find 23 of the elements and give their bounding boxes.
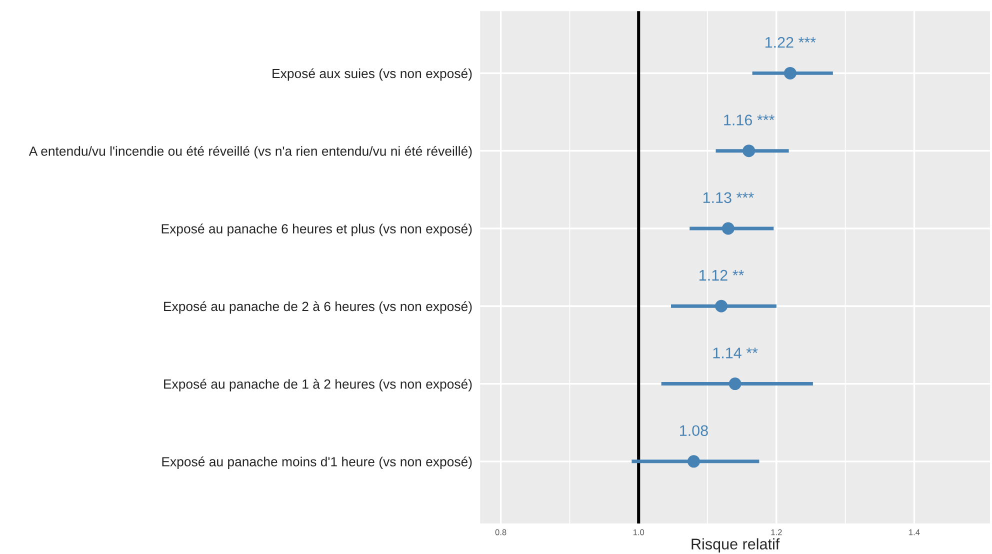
x-tick-label: 0.8	[495, 529, 506, 536]
x-tick-label: 1.2	[771, 529, 782, 536]
point	[784, 66, 796, 80]
point	[722, 222, 734, 235]
data-label: 1.12 **	[700, 270, 744, 281]
x-tick-label: 1.0	[633, 529, 644, 536]
data-label: 1.13 ***	[703, 192, 754, 204]
x-tick-label: 1.4	[909, 529, 920, 536]
y-tick-label: Exposé aux suies (vs non exposé)	[272, 68, 472, 81]
point	[715, 300, 728, 312]
point	[742, 144, 756, 158]
point	[687, 455, 700, 468]
y-tick-label: Exposé au panache de 1 à 2 heures (vs non exposé)	[164, 378, 472, 392]
y-tick-label: A entendu/vu l'incendie ou été réveillé (vs n'a rien entendu/vu ni été réveillé)	[28, 146, 472, 158]
y-tick-label: Exposé au panache de 2 à 6 heures (vs non exposé)	[164, 301, 472, 314]
data-label: 1.08	[680, 425, 708, 436]
data-label: 1.22 ***	[765, 36, 816, 48]
y-tick-label: Exposé au panache 6 heures et plus (vs non exposé)	[162, 224, 472, 236]
point	[728, 378, 742, 390]
data-label: 1.16 ***	[724, 114, 775, 126]
data-label: 1.14 **	[713, 348, 758, 358]
y-tick-label: Exposé au panache moins d'1 heure (vs non exposé)	[162, 456, 472, 470]
x-axis-title: Risque relatif	[692, 538, 780, 552]
